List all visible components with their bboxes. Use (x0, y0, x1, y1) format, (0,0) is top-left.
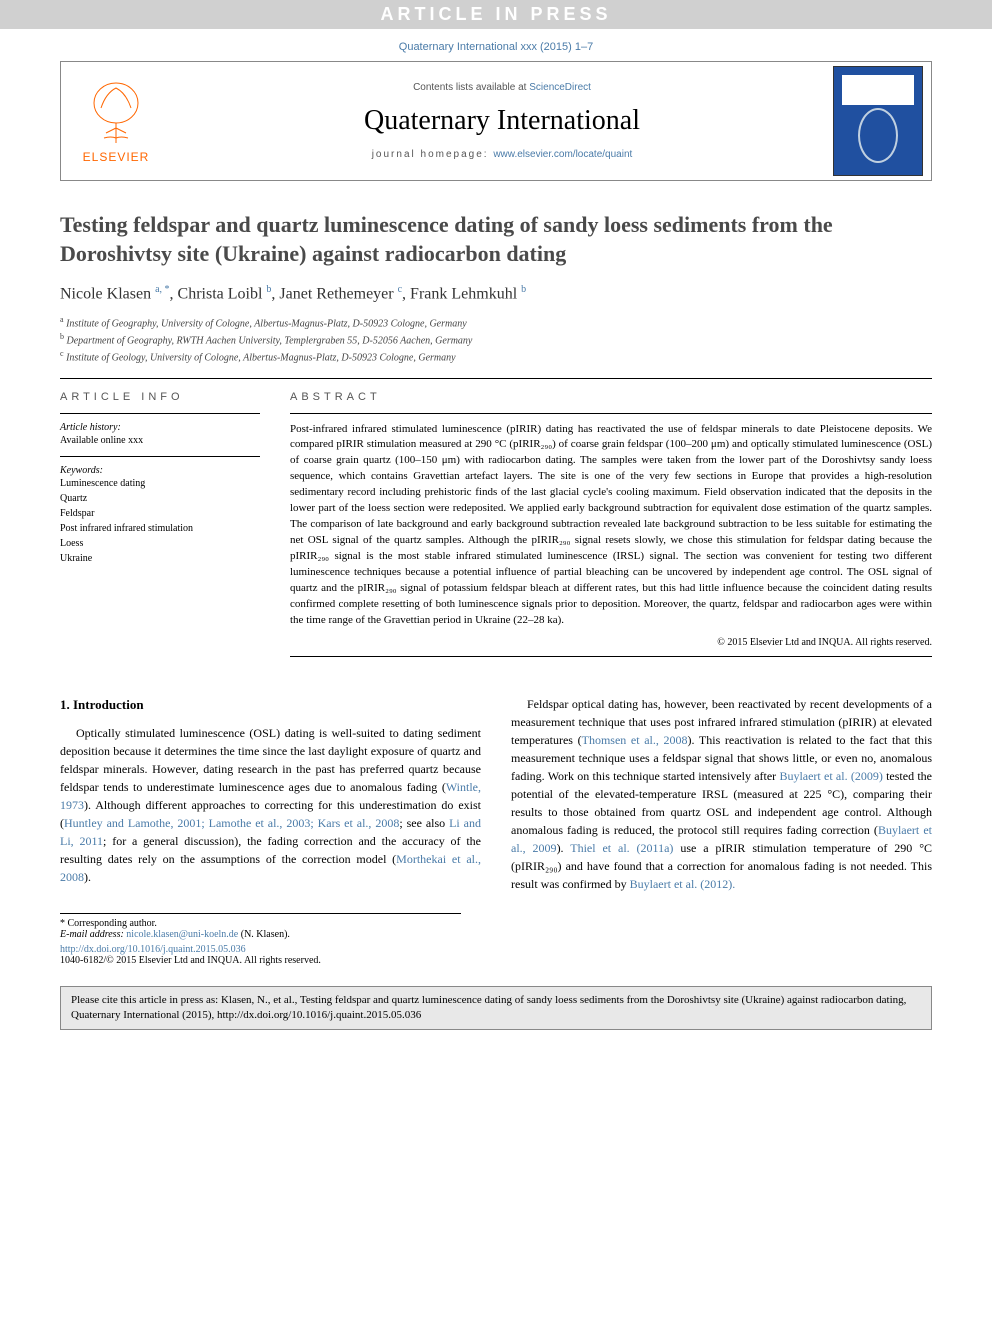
citation-top: Quaternary International xxx (2015) 1–7 (0, 29, 992, 61)
header-center: Contents lists available at ScienceDirec… (171, 82, 833, 160)
info-divider-1 (60, 413, 260, 414)
author-3-marks: b (521, 284, 526, 295)
journal-header: ELSEVIER Contents lists available at Sci… (60, 61, 932, 181)
citation-box: Please cite this article in press as: Kl… (60, 986, 932, 1031)
affil-0-text: Institute of Geography, University of Co… (66, 318, 467, 329)
elsevier-logo: ELSEVIER (61, 62, 171, 180)
elsevier-name: ELSEVIER (83, 150, 150, 164)
ref-thiel-2011a[interactable]: Thiel et al. (2011a) (570, 841, 673, 855)
paragraph-1: Optically stimulated luminescence (OSL) … (60, 724, 481, 886)
ref-thomsen-2008[interactable]: Thomsen et al., 2008 (582, 733, 688, 747)
abstract-text: Post-infrared infrared stimulated lumine… (290, 422, 932, 629)
homepage-line: journal homepage: www.elsevier.com/locat… (171, 149, 833, 160)
contents-prefix: Contents lists available at (413, 82, 529, 93)
ref-buylaert-2009a[interactable]: Buylaert et al. (2009) (779, 769, 882, 783)
abstract: ABSTRACT Post-infrared infrared stimulat… (290, 391, 932, 665)
affil-1-mark: b (60, 332, 64, 341)
author-3: Frank Lehmkuhl (410, 286, 517, 303)
journal-name: Quaternary International (171, 105, 833, 137)
affil-0-mark: a (60, 315, 64, 324)
elsevier-tree-icon (86, 78, 146, 148)
keyword-2: Feldspar (60, 506, 260, 521)
affil-2-mark: c (60, 349, 64, 358)
author-2-marks: c (398, 284, 402, 295)
abstract-divider-bottom (290, 656, 932, 657)
abstract-copyright: © 2015 Elsevier Ltd and INQUA. All right… (290, 637, 932, 648)
keyword-5: Ukraine (60, 551, 260, 566)
copyright-bottom: 1040-6182/© 2015 Elsevier Ltd and INQUA.… (60, 955, 932, 966)
abstract-divider (290, 413, 932, 414)
history-label: Article history: (60, 422, 260, 433)
corresponding-author-footnote: * Corresponding author. E-mail address: … (60, 913, 461, 940)
homepage-link[interactable]: www.elsevier.com/locate/quaint (493, 149, 632, 160)
doi-line: http://dx.doi.org/10.1016/j.quaint.2015.… (60, 944, 932, 955)
email-suffix: (N. Klasen). (238, 929, 290, 940)
contents-line: Contents lists available at ScienceDirec… (171, 82, 833, 93)
author-email-link[interactable]: nicole.klasen@uni-koeln.de (126, 929, 238, 940)
author-0: Nicole Klasen (60, 286, 151, 303)
keyword-1: Quartz (60, 491, 260, 506)
email-label: E-mail address: (60, 929, 126, 940)
ref-buylaert-2012[interactable]: Buylaert et al. (2012). (630, 877, 736, 891)
doi-link[interactable]: http://dx.doi.org/10.1016/j.quaint.2015.… (60, 944, 246, 955)
paragraph-2: Feldspar optical dating has, however, be… (511, 695, 932, 893)
article-title: Testing feldspar and quartz luminescence… (60, 211, 932, 268)
author-1-marks: b (266, 284, 271, 295)
keyword-3: Post infrared infrared stimulation (60, 521, 260, 536)
affiliations: a Institute of Geography, University of … (60, 314, 932, 366)
abstract-heading: ABSTRACT (290, 391, 932, 403)
history-text: Available online xxx (60, 433, 260, 448)
keyword-4: Loess (60, 536, 260, 551)
keywords-label: Keywords: (60, 465, 260, 476)
homepage-prefix: journal homepage: (372, 149, 494, 160)
article-info-heading: ARTICLE INFO (60, 391, 260, 403)
affil-1-text: Department of Geography, RWTH Aachen Uni… (67, 335, 473, 346)
info-divider-2 (60, 456, 260, 457)
author-0-marks: a, * (155, 284, 169, 295)
corresponding-label: * Corresponding author. (60, 918, 461, 929)
article-in-press-banner: ARTICLE IN PRESS (0, 0, 992, 29)
author-1: Christa Loibl (178, 286, 263, 303)
author-list: Nicole Klasen a, *, Christa Loibl b, Jan… (60, 284, 932, 303)
keyword-0: Luminescence dating (60, 476, 260, 491)
article-info: ARTICLE INFO Article history: Available … (60, 391, 260, 665)
author-2: Janet Rethemeyer (279, 286, 393, 303)
section-1-heading: 1. Introduction (60, 695, 481, 715)
affil-2-text: Institute of Geology, University of Colo… (66, 353, 456, 364)
ref-huntley-etal[interactable]: Huntley and Lamothe, 2001; Lamothe et al… (64, 816, 399, 830)
journal-cover-thumbnail (833, 66, 923, 176)
article-body: 1. Introduction Optically stimulated lum… (60, 695, 932, 893)
divider (60, 378, 932, 379)
sciencedirect-link[interactable]: ScienceDirect (529, 82, 591, 93)
